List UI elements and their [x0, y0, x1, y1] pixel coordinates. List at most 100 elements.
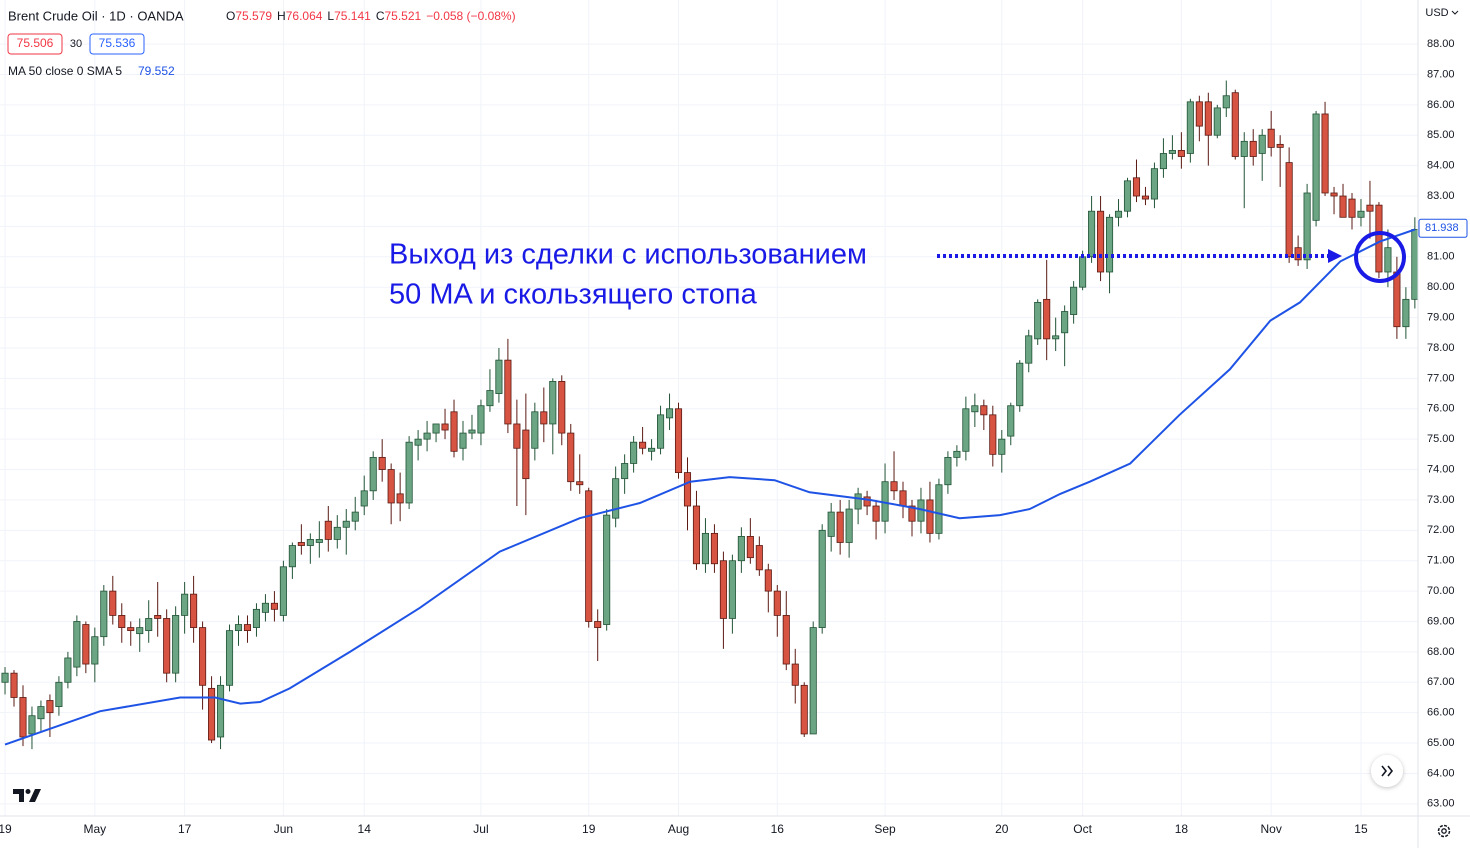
candle-body: [315, 539, 323, 543]
candle-body: [827, 511, 835, 537]
candle-body: [1375, 204, 1383, 273]
candle-body: [576, 481, 584, 486]
candle-body: [1177, 150, 1185, 157]
candle-body: [333, 526, 341, 540]
candle-body: [549, 381, 557, 425]
x-tick-label: Jul: [473, 822, 488, 836]
candle-body: [64, 657, 72, 683]
candle-body: [225, 630, 234, 686]
candle-body: [899, 490, 907, 507]
ohlc-values: O75.579 H76.064 L75.141 C75.521 −0.058 (−0.0…: [226, 9, 516, 23]
candle-body: [764, 569, 772, 592]
candle-body: [1186, 101, 1194, 154]
candle-body: [962, 408, 970, 452]
candle-body: [863, 496, 871, 507]
settings-gear[interactable]: [1437, 824, 1451, 838]
bid-price: 75.506: [17, 36, 54, 50]
y-tick-label: 67.00: [1427, 676, 1455, 688]
indicator-name[interactable]: MA 50 close 0 SMA 5: [8, 64, 122, 78]
candle-body: [405, 441, 413, 504]
candle-body: [674, 408, 683, 473]
y-tick-label: 73.00: [1427, 494, 1455, 506]
y-tick-label: 83.00: [1427, 190, 1455, 202]
y-tick-label: 87.00: [1427, 68, 1455, 80]
candle-body: [360, 490, 368, 507]
candle-body: [567, 432, 575, 483]
candle-body: [252, 608, 261, 628]
candle-body: [459, 432, 467, 449]
candle-body: [1294, 247, 1302, 261]
scroll-to-latest[interactable]: [1371, 755, 1403, 787]
annotation-line: Выход из сделки с использованием: [389, 239, 867, 271]
y-tick-label: 70.00: [1427, 585, 1455, 597]
x-tick-label: 15: [1354, 822, 1368, 836]
candle-body: [1106, 216, 1114, 273]
candle-body: [1150, 168, 1158, 200]
tradingview-logo[interactable]: [13, 789, 41, 802]
candle-body: [1312, 113, 1320, 221]
grid: [0, 0, 1418, 816]
candle-body: [1016, 362, 1024, 407]
candle-body: [306, 539, 314, 546]
candle-body: [145, 618, 153, 632]
ask-box[interactable]: [89, 33, 145, 55]
candle-body: [890, 481, 898, 492]
candle-body: [710, 532, 718, 565]
candle-body: [118, 615, 126, 628]
candle-body: [495, 359, 503, 394]
candle-body: [396, 493, 404, 504]
candle-body: [1393, 271, 1401, 328]
symbol-title[interactable]: Brent Crude Oil · 1D · OANDA: [8, 8, 184, 23]
candle-body: [746, 536, 754, 559]
candle-body: [127, 627, 135, 632]
candle-body: [217, 684, 225, 738]
candle-body: [657, 414, 665, 449]
y-tick-label: 68.00: [1427, 646, 1455, 658]
candle-body: [1402, 298, 1410, 328]
candle-body: [782, 615, 790, 665]
candle-body: [1240, 140, 1248, 157]
ohlc-value: 76.064: [286, 9, 323, 23]
candle-body: [953, 450, 961, 458]
bid-box[interactable]: [7, 33, 63, 55]
candle-body: [109, 590, 117, 616]
candle-body: [297, 542, 305, 546]
candle-body: [836, 511, 844, 543]
price-axis: 63.00 64.00 65.00 66.00 67.00 68.00 69.00 70.00…: [1418, 38, 1468, 810]
y-tick-label: 74.00: [1427, 463, 1455, 475]
x-tick-label: 19: [0, 822, 12, 836]
price-tag-label: 81.938: [1425, 222, 1459, 234]
price-tag: [1418, 218, 1468, 238]
y-tick-label: 76.00: [1427, 403, 1455, 415]
candle-body: [1025, 335, 1033, 364]
candle-body: [531, 411, 539, 449]
candle-body: [261, 602, 269, 613]
candle-body: [208, 687, 216, 741]
candle-body: [243, 624, 252, 632]
y-tick-label: 63.00: [1427, 798, 1455, 810]
y-tick-label: 77.00: [1427, 372, 1455, 384]
candle-body: [28, 715, 36, 735]
candle-body: [998, 438, 1006, 455]
arrow-head: [1328, 249, 1342, 263]
candle-body: [522, 429, 530, 480]
y-tick-label: 78.00: [1427, 342, 1455, 354]
candle-body: [288, 545, 296, 568]
candle-body: [935, 484, 943, 534]
candle-body: [1007, 405, 1015, 437]
candle-body: [513, 423, 521, 449]
currency-dropdown[interactable]: [1451, 10, 1459, 15]
ohlc-label: H: [277, 9, 286, 23]
candle-body: [342, 520, 350, 528]
candle-body: [1339, 195, 1347, 218]
candle-body: [926, 499, 934, 534]
x-tick-label: 17: [178, 822, 192, 836]
candle-body: [441, 423, 449, 431]
candle-body: [621, 463, 629, 480]
currency[interactable]: USD: [1425, 7, 1448, 19]
y-tick-label: 64.00: [1427, 767, 1455, 779]
candle-body: [136, 627, 144, 635]
candle-body: [1204, 101, 1212, 136]
highlight-circle: [1354, 231, 1406, 283]
candle-body: [585, 490, 593, 622]
